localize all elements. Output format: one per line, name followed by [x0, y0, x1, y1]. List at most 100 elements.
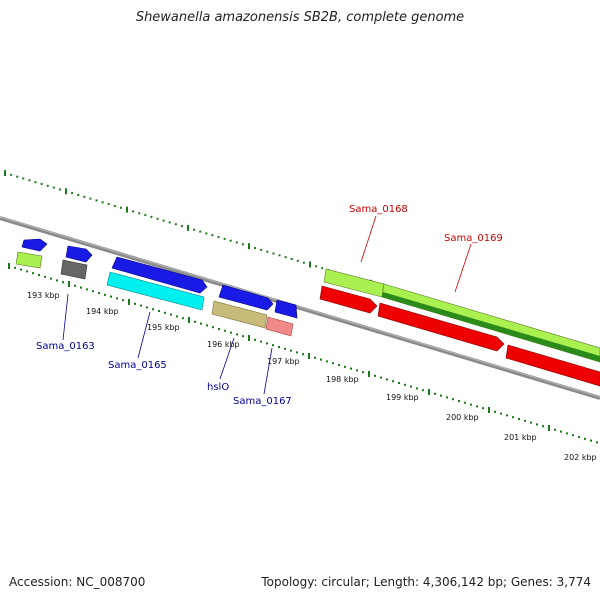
scale-label: 197 kbp — [267, 357, 300, 366]
leader-sama-0163 — [62, 293, 69, 341]
scale-minor-dot — [374, 374, 376, 377]
scale-minor-dot — [584, 437, 586, 440]
genome-backbone — [0, 216, 600, 400]
scale-minor-dot — [211, 234, 214, 237]
scale-minor-dot — [590, 439, 592, 442]
scale-minor-dot — [101, 201, 104, 204]
scale-major-tick — [188, 317, 190, 323]
scale-minor-dot — [52, 186, 55, 189]
scale-label: 193 kbp — [27, 291, 60, 300]
scale-minor-dot — [168, 221, 171, 224]
scale-minor-dot — [144, 214, 147, 217]
scale-minor-dot — [266, 342, 268, 345]
scale-minor-dot — [77, 194, 80, 196]
scale-minor-dot — [512, 416, 514, 419]
scale-minor-dot — [193, 228, 196, 231]
scale-minor-dot — [302, 261, 305, 264]
label-sama-0168[interactable]: Sama_0168 — [349, 204, 408, 215]
scale-minor-dot — [260, 340, 262, 343]
scale-minor-dot — [28, 179, 31, 182]
scale-minor-dot — [284, 256, 287, 259]
leader-hslo — [219, 337, 235, 380]
scale-minor-dot — [416, 387, 418, 390]
scale-major-tick — [4, 170, 6, 176]
scale-minor-dot — [290, 349, 292, 352]
scale-minor-dot — [40, 183, 43, 185]
scale-minor-dot — [20, 268, 22, 271]
gene-blue-2[interactable] — [65, 245, 93, 263]
scale-minor-dot — [132, 210, 135, 213]
scale-minor-dot — [272, 344, 274, 347]
scale-label: 200 kbp — [446, 413, 479, 422]
scale-minor-dot — [314, 356, 316, 359]
scale-minor-dot — [162, 219, 165, 222]
scale-minor-dot — [290, 258, 293, 260]
scale-minor-dot — [156, 217, 159, 220]
scale-minor-dot — [80, 286, 82, 289]
scale-major-tick — [187, 224, 189, 231]
scale-minor-dot — [242, 335, 244, 338]
scale-minor-dot — [362, 371, 364, 374]
label-hslo[interactable]: hslO — [207, 382, 229, 393]
scale-minor-dot — [235, 241, 238, 244]
gene-blue-4[interactable] — [218, 284, 274, 311]
scale-minor-dot — [62, 281, 64, 284]
scale-major-tick — [309, 261, 311, 268]
scale-minor-dot — [229, 239, 232, 242]
gene-red-2[interactable] — [377, 302, 505, 352]
scale-label: 198 kbp — [326, 375, 359, 384]
gene-gray-1[interactable] — [60, 259, 88, 280]
leader-sama-0169 — [454, 243, 472, 293]
scale-minor-dot — [26, 270, 28, 273]
gene-cyan-1[interactable] — [106, 271, 205, 311]
scale-minor-dot — [44, 275, 46, 278]
gene-darkgreen-1[interactable] — [382, 292, 600, 362]
gene-pink-1[interactable] — [265, 316, 294, 337]
scale-minor-dot — [392, 380, 394, 383]
scale-major-tick — [428, 389, 430, 395]
scale-minor-dot — [272, 252, 275, 255]
gene-labels: Sama_0163 Sama_0165 hslO Sama_0167 Sama_… — [36, 204, 503, 407]
gene-blue-5[interactable] — [274, 299, 298, 319]
scale-minor-dot — [578, 436, 580, 438]
gene-red-1[interactable] — [319, 285, 378, 314]
scale-minor-dot — [560, 430, 562, 433]
scale-major-tick — [65, 188, 67, 195]
scale-minor-dot — [398, 382, 400, 384]
scale-minor-dot — [212, 326, 214, 329]
scale-major-tick — [488, 407, 490, 413]
label-sama-0165[interactable]: Sama_0165 — [108, 360, 167, 371]
scale-minor-dot — [410, 385, 412, 388]
scale-minor-dot — [386, 378, 388, 381]
gene-green-1[interactable] — [15, 251, 43, 269]
gene-red-3[interactable] — [505, 344, 600, 387]
scale-minor-dot — [446, 396, 448, 399]
scale-minor-dot — [296, 259, 299, 262]
scale-minor-dot — [302, 353, 304, 356]
scale-minor-dot — [241, 243, 244, 246]
label-sama-0167[interactable]: Sama_0167 — [233, 396, 292, 407]
scale-minor-dot — [350, 367, 352, 370]
scale-minor-dot — [107, 203, 110, 206]
scale-minor-dot — [16, 175, 19, 178]
scale-minor-dot — [530, 421, 532, 424]
genome-backbone-highlight — [0, 216, 600, 398]
scale-label: 202 kbp — [564, 453, 597, 462]
scale-minor-dot — [113, 204, 116, 207]
scale-minor-dot — [321, 267, 324, 270]
scale-minor-dot — [254, 338, 256, 341]
scale-minor-dot — [95, 199, 98, 202]
scale-minor-dot — [506, 414, 508, 417]
scale-minor-dot — [205, 232, 208, 235]
scale-minor-dot — [217, 236, 220, 239]
scale-minor-dot — [46, 184, 49, 187]
scale-minor-dot — [254, 247, 257, 249]
gene-blue-3[interactable] — [111, 256, 208, 294]
label-sama-0169[interactable]: Sama_0169 — [444, 233, 503, 244]
label-sama-0163[interactable]: Sama_0163 — [36, 341, 95, 352]
scale-minor-dot — [50, 277, 52, 280]
scale-major-tick — [308, 353, 310, 359]
scale-minor-dot — [230, 331, 232, 334]
gene-khaki-1[interactable] — [211, 300, 268, 329]
gene-blue-1[interactable] — [21, 238, 48, 252]
